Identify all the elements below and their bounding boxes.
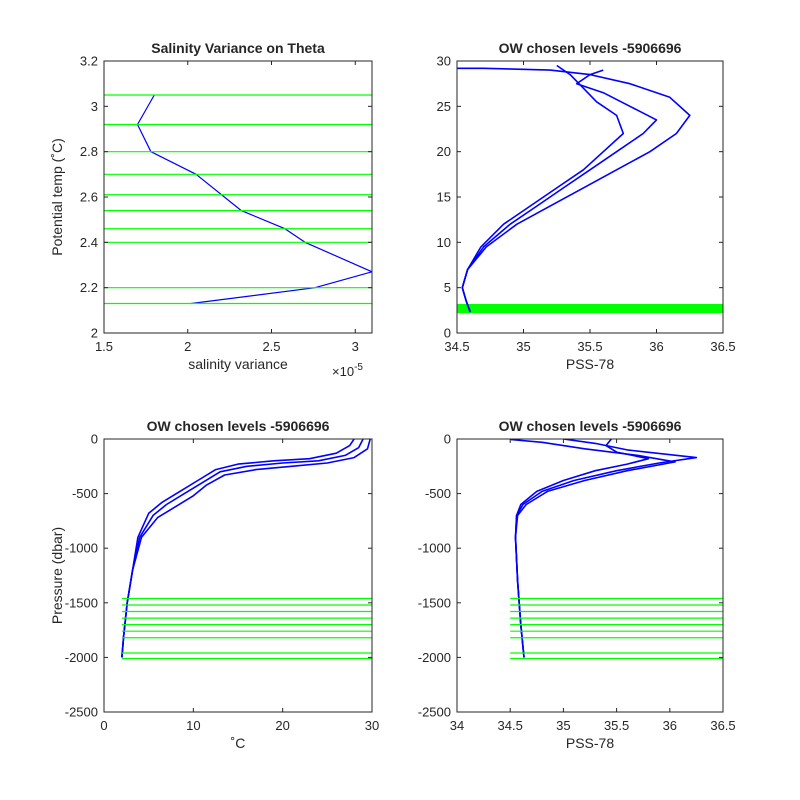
y-tick-label: 2.6 [80,190,98,205]
y-tick-label: 30 [437,54,451,69]
plot-content [104,94,372,305]
y-tick-label: -1000 [418,541,451,556]
y-tick-label: -500 [425,486,451,501]
x-tick-label: 34.5 [444,339,469,354]
axes-box [103,438,373,713]
level-band [457,303,723,314]
panel-br: 34 34.5 35 35.5 36 36.5 -2500 -2000 -1500 -1000 -5… [418,418,736,751]
x-tick-label: 36 [663,718,677,733]
x-exponent-base: ×10 [332,364,354,379]
y-tick-label: 2 [91,326,98,341]
plot-area [104,439,372,712]
x-tick-label: 1.5 [95,339,113,354]
y-tick-label: 25 [437,99,451,114]
x-tick-label: 2.5 [262,339,280,354]
y-tick-label: -2500 [418,705,451,720]
profile-line-2 [121,439,355,658]
plot-content [121,439,372,660]
x-exponent-power: -5 [354,362,363,373]
plot-content [510,439,723,660]
x-axis-label: ˚C [231,735,246,751]
x-tick-label: 36.5 [710,718,735,733]
y-tick-label: 2.2 [80,280,98,295]
y-tick-label: 5 [444,280,451,295]
x-tick-label: 36.5 [710,339,735,354]
x-exponent-label: ×10-5 [332,362,363,379]
y-tick-label: 0 [444,326,451,341]
y-tick-label: 10 [437,235,451,250]
y-tick-label: 2.4 [80,235,98,250]
y-tick-label: -1500 [65,595,98,610]
y-tick-label: -500 [72,486,98,501]
profile-line-0 [136,94,372,305]
chart-title: OW chosen levels -5906696 [499,418,682,434]
panel-tr: 34.5 35 35.5 36 36.5 0 5 10 15 20 25 30 OW chosen le… [437,40,736,372]
y-axis-label: Pressure (dbar) [49,527,65,624]
panel-bl: 0 10 20 30 -2500 -2000 -1500 -1000 -500 0 OW chose… [49,418,379,751]
y-tick-label: 3 [91,99,98,114]
x-tick-label: 30 [365,718,379,733]
x-tick-label: 35 [516,339,530,354]
y-axis-label: Potential temp (˚C) [49,138,65,255]
y-tick-label: 15 [437,190,451,205]
x-tick-label: 35.5 [577,339,602,354]
x-axis-label: salinity variance [188,356,288,372]
x-axis-label: PSS-78 [566,356,614,372]
x-tick-label: 34.5 [498,718,523,733]
x-tick-label: 34 [450,718,464,733]
y-tick-label: 3.2 [80,54,98,69]
x-tick-label: 10 [186,718,200,733]
y-tick-label: 20 [437,144,451,159]
y-tick-label: -2000 [65,650,98,665]
x-tick-label: 36 [649,339,663,354]
y-tick-label: 0 [444,432,451,447]
plot-area [104,61,372,333]
x-tick-label: 35 [556,718,570,733]
chart-title: OW chosen levels -5906696 [147,418,330,434]
x-axis-label: PSS-78 [566,735,614,751]
y-tick-label: 0 [91,432,98,447]
plot-area [457,61,723,333]
profile-line-2 [461,64,625,313]
x-tick-label: 2 [184,339,191,354]
plot-content [457,64,723,314]
x-tick-label: 0 [100,718,107,733]
y-tick-label: -1500 [418,595,451,610]
y-tick-label: -1000 [65,541,98,556]
x-tick-label: 35.5 [604,718,629,733]
y-tick-label: -2000 [418,650,451,665]
x-tick-label: 3 [352,339,359,354]
plot-area [457,439,723,712]
y-tick-label: -2500 [65,705,98,720]
chart-title: OW chosen levels -5906696 [499,40,682,56]
chart-title: Salinity Variance on Theta [151,40,325,56]
y-tick-label: 2.8 [80,144,98,159]
profile-line-2 [514,439,650,658]
x-tick-label: 20 [275,718,289,733]
axes-box [456,438,724,713]
